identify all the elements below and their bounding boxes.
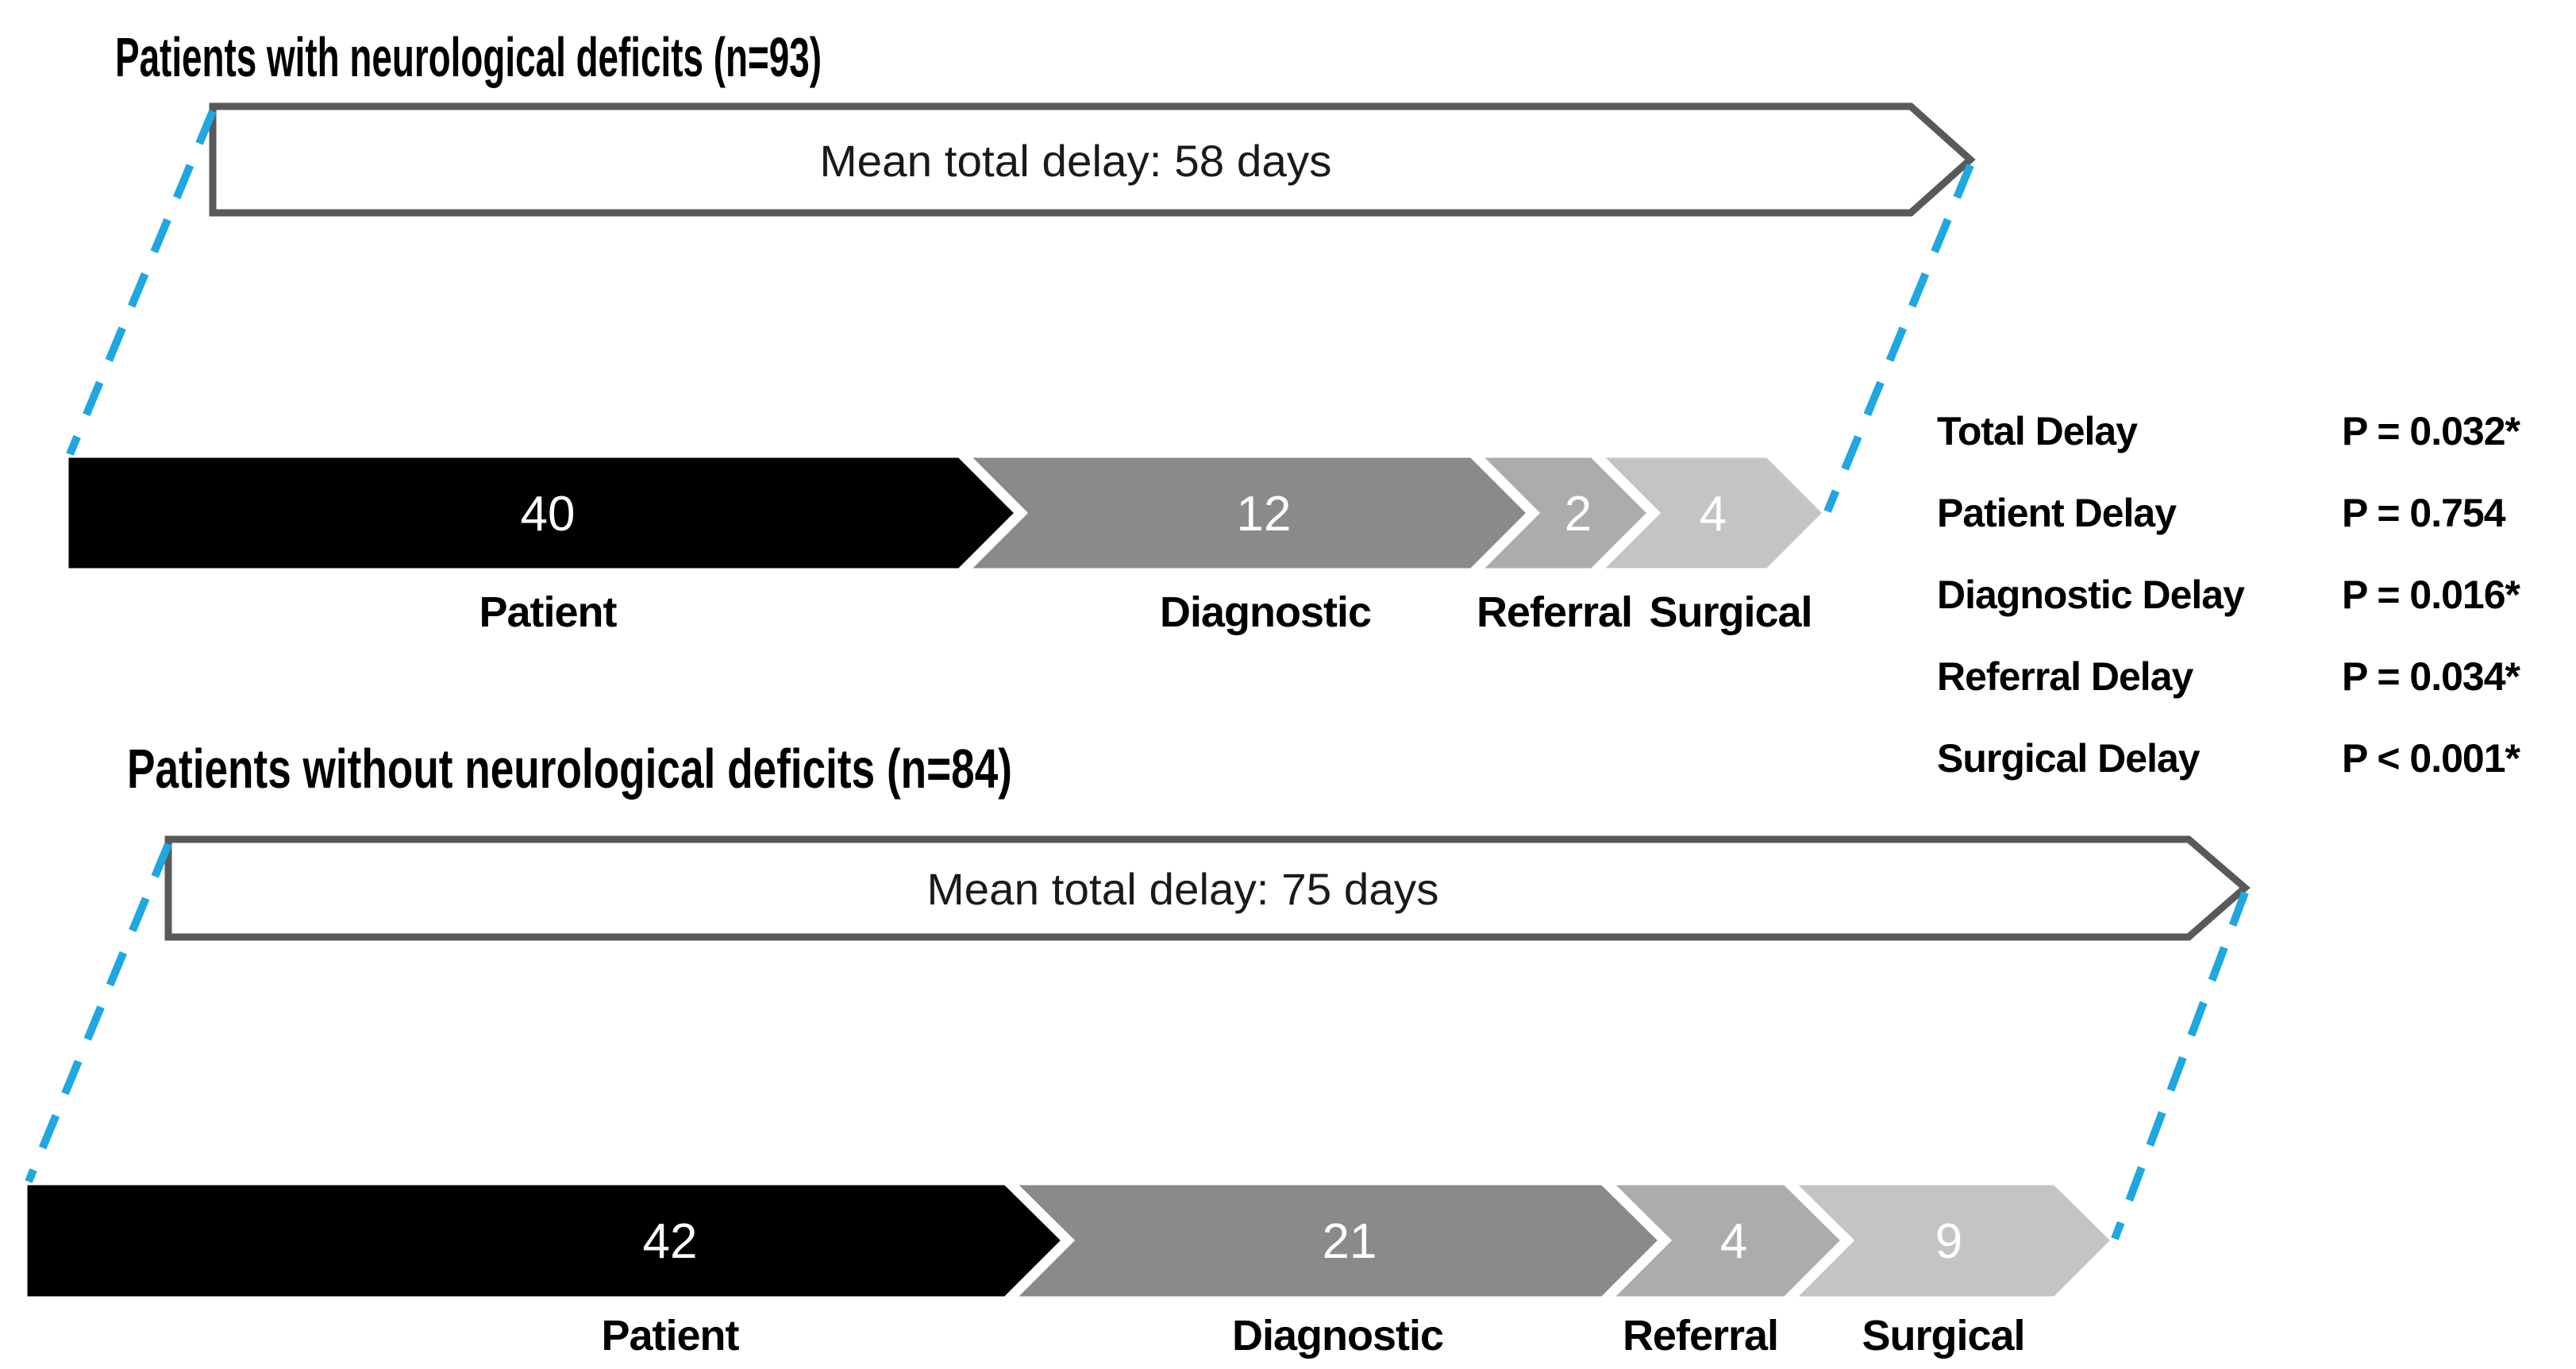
group1-value-referral: 2 — [1565, 487, 1592, 542]
group2-value-patient: 42 — [643, 1214, 698, 1269]
group2-connector-right — [2111, 891, 2249, 1240]
group2-segment-patient — [25, 1182, 1065, 1299]
group2-segment-referral — [1610, 1182, 1844, 1299]
group1-banner-label: Mean total delay: 58 days — [820, 136, 1332, 186]
group1-value-surgical: 4 — [1700, 487, 1727, 542]
group2-banner-label: Mean total delay: 75 days — [927, 864, 1439, 914]
group1-connector-right — [1823, 164, 1974, 513]
group2-label-surgical: Surgical — [1862, 1312, 2024, 1359]
group1-label-surgical: Surgical — [1649, 588, 1812, 636]
p-value-table: Total Delay P = 0.032* Patient Delay P =… — [1937, 409, 2522, 781]
group1-connector-left — [66, 110, 217, 456]
p-table-row: Referral Delay P = 0.034* — [1937, 654, 2522, 699]
group2-label-referral: Referral — [1623, 1312, 1778, 1359]
group2-segment-diagnostic — [1013, 1182, 1662, 1299]
group2-value-surgical: 9 — [1935, 1214, 1962, 1269]
group1-segment-patient — [66, 455, 1018, 571]
group1-segment-diagnostic — [967, 455, 1530, 571]
group1-banner-arrow — [209, 102, 1976, 217]
p-row-label: Patient Delay — [1937, 491, 2177, 535]
group1-label-patient: Patient — [479, 588, 617, 636]
p-row-label: Surgical Delay — [1937, 736, 2201, 781]
p-row-value: P = 0.754 — [2342, 491, 2506, 535]
group2-value-referral: 4 — [1720, 1214, 1747, 1269]
p-row-label: Referral Delay — [1937, 654, 2193, 699]
group1-value-patient: 40 — [521, 487, 576, 542]
p-table-row: Diagnostic Delay P = 0.016* — [1937, 573, 2522, 617]
group1-segment-referral — [1479, 455, 1650, 571]
group2-label-diagnostic: Diagnostic — [1232, 1312, 1443, 1359]
group1-label-referral: Referral — [1477, 588, 1632, 636]
p-row-value: P = 0.034* — [2342, 654, 2521, 699]
p-row-value: P = 0.016* — [2342, 573, 2521, 617]
p-row-value: P < 0.001* — [2342, 736, 2521, 781]
group2-label-patient: Patient — [601, 1312, 739, 1359]
p-row-value: P = 0.032* — [2342, 409, 2521, 453]
group1-value-diagnostic: 12 — [1237, 487, 1292, 542]
group1-segment-surgical — [1600, 455, 1826, 571]
group1-label-diagnostic: Diagnostic — [1160, 588, 1371, 636]
group2-value-diagnostic: 21 — [1323, 1214, 1377, 1269]
p-table-row: Surgical Delay P < 0.001* — [1937, 736, 2522, 781]
group2-title: Patients without neurological deficits (… — [127, 738, 1012, 800]
p-row-label: Total Delay — [1937, 409, 2138, 453]
p-table-row: Total Delay P = 0.032* — [1937, 409, 2522, 453]
group2-connector-left — [25, 843, 172, 1183]
p-table-row: Patient Delay P = 0.754 — [1937, 491, 2507, 535]
group1-title: Patients with neurological deficits (n=9… — [115, 26, 822, 88]
p-row-label: Diagnostic Delay — [1937, 573, 2245, 617]
group2-segment-surgical — [1792, 1182, 2114, 1299]
group2-banner-arrow — [164, 835, 2251, 941]
